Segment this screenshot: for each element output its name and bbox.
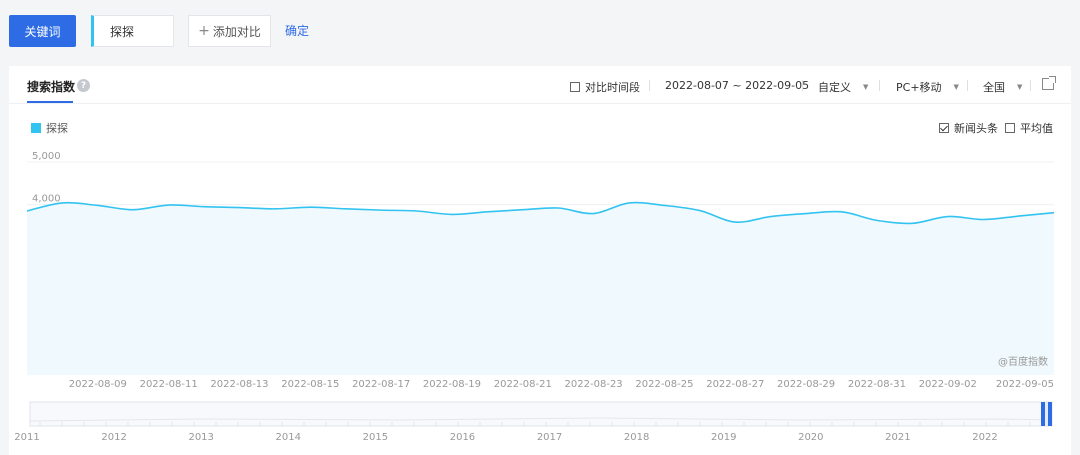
- year-label: 2011: [14, 432, 39, 443]
- x-tick-label: 2022-08-29: [777, 379, 835, 390]
- divider: [1030, 80, 1031, 91]
- x-tick-label: 2022-08-31: [848, 379, 906, 390]
- compare-period-checkbox[interactable]: [570, 82, 580, 92]
- plus-icon: +: [198, 23, 210, 39]
- year-label: 2018: [624, 432, 649, 443]
- region-dropdown[interactable]: 全国 ▼: [983, 79, 1022, 95]
- x-tick-label: 2022-08-11: [140, 379, 198, 390]
- news-checkbox[interactable]: [939, 123, 949, 133]
- divider: [879, 80, 880, 91]
- x-tick-label: 2022-08-25: [635, 379, 693, 390]
- series-area: [27, 202, 1054, 375]
- range-handle-left[interactable]: [1041, 402, 1045, 426]
- tab-search-index[interactable]: 搜索指数: [27, 80, 76, 94]
- x-tick-label: 2022-08-27: [706, 379, 764, 390]
- overview-slider[interactable]: 2011 2012 2013 2014 2015 2016 2017 2018 2019 2020…: [14, 401, 1053, 443]
- x-tick-label: 2022-08-23: [565, 379, 623, 390]
- confirm-link[interactable]: 确定: [285, 24, 310, 38]
- year-label: 2015: [363, 432, 388, 443]
- y-tick-label: 5,000: [32, 151, 61, 162]
- divider: [649, 80, 650, 91]
- overview-trend: [29, 417, 1053, 422]
- year-label: 2022: [972, 432, 997, 443]
- region-label: 全国: [983, 81, 1005, 94]
- year-label: 2021: [885, 432, 910, 443]
- overview-selection: [1041, 402, 1052, 426]
- overview-track: [29, 401, 1053, 427]
- caret-down-icon: ▼: [1017, 83, 1023, 91]
- panel-header: 搜索指数 ? 对比时间段 2022-08-07 ~ 2022-09-05 自定义…: [9, 66, 1071, 104]
- keyword-button[interactable]: 关键词: [9, 15, 76, 47]
- date-range-label: 2022-08-07 ~ 2022-09-05: [665, 79, 810, 92]
- keyword-input[interactable]: 探探: [91, 15, 174, 47]
- x-tick-label: 2022-08-09: [69, 379, 127, 390]
- x-tick-label: 2022-08-17: [352, 379, 410, 390]
- divider: [967, 80, 968, 91]
- add-compare-button[interactable]: + 添加对比: [188, 15, 271, 47]
- year-label: 2017: [537, 432, 562, 443]
- year-label: 2020: [798, 432, 823, 443]
- watermark-text: @百度指数: [998, 355, 1048, 368]
- x-tick-label: 2022-09-05: [996, 379, 1054, 390]
- help-icon[interactable]: ?: [77, 79, 90, 92]
- news-label: 新闻头条: [954, 122, 998, 135]
- x-tick-label: 2022-08-21: [494, 379, 552, 390]
- caret-down-icon: ▼: [953, 83, 959, 91]
- device-dropdown[interactable]: PC+移动 ▼: [896, 79, 959, 95]
- active-tab-indicator: [27, 101, 73, 103]
- external-link-icon[interactable]: [1042, 76, 1056, 90]
- custom-range-label: 自定义: [818, 81, 851, 94]
- year-label: 2012: [101, 432, 126, 443]
- divider: [802, 80, 803, 91]
- compare-period-toggle[interactable]: 对比时间段: [570, 79, 640, 95]
- x-tick-label: 2022-09-02: [919, 379, 977, 390]
- year-label: 2014: [276, 432, 301, 443]
- date-range-picker[interactable]: 2022-08-07 ~ 2022-09-05: [665, 79, 809, 92]
- add-compare-label: 添加对比: [212, 24, 261, 39]
- top-toolbar: 关键词 探探 + 添加对比 确定: [0, 0, 1080, 62]
- x-tick-label: 2022-08-15: [281, 379, 339, 390]
- caret-down-icon: ▼: [863, 83, 869, 91]
- legend-swatch: [31, 123, 41, 133]
- custom-range-dropdown[interactable]: 自定义 ▼: [818, 79, 868, 95]
- year-label: 2016: [450, 432, 475, 443]
- legend-label: 探探: [46, 122, 68, 135]
- x-tick-label: 2022-08-19: [423, 379, 481, 390]
- compare-period-label: 对比时间段: [585, 81, 640, 94]
- average-checkbox[interactable]: [1005, 123, 1015, 133]
- y-tick-label: 4,000: [32, 194, 61, 205]
- chart-legend[interactable]: 探探: [31, 120, 68, 136]
- news-toggle[interactable]: 新闻头条: [939, 120, 998, 136]
- series-line[interactable]: [26, 201, 1055, 225]
- x-tick-label: 2022-08-13: [210, 379, 268, 390]
- average-label: 平均值: [1020, 122, 1053, 135]
- average-toggle[interactable]: 平均值: [1005, 120, 1053, 136]
- year-label: 2019: [711, 432, 736, 443]
- range-handle-right[interactable]: [1048, 402, 1052, 426]
- device-label: PC+移动: [896, 81, 942, 94]
- year-label: 2013: [188, 432, 213, 443]
